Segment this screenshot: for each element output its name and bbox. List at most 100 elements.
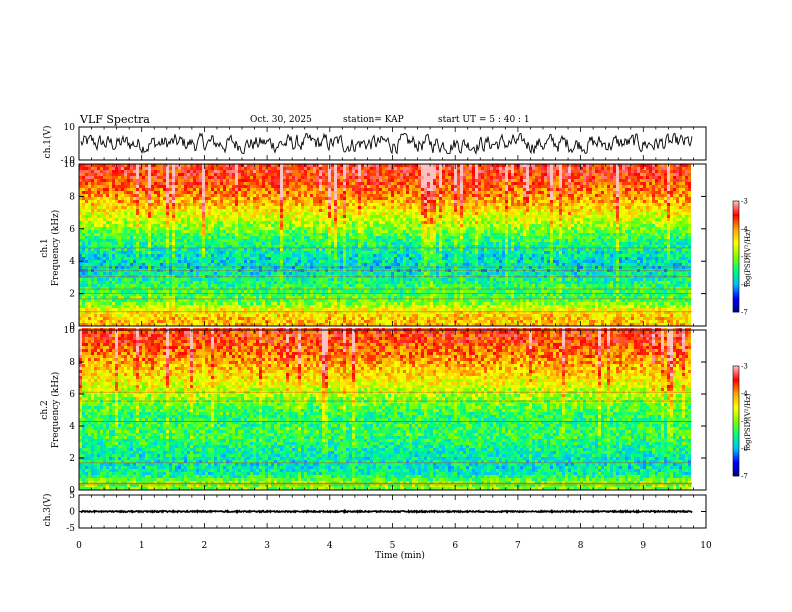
spectrogram-cell [328,281,331,284]
spectrogram-cell [253,287,256,290]
spectrogram-cell [490,299,493,302]
spectrogram-cell [547,305,550,308]
spectrogram-cell [277,254,280,257]
spectrogram-cell [172,284,175,287]
spectrogram-cell [235,305,238,308]
spectrogram-cell [319,323,322,326]
spectrogram-cell [565,293,568,296]
spectrogram-cell [304,317,307,320]
spectrogram-cell [334,281,337,284]
spectrogram-cell [100,293,103,296]
spectrogram-cell [439,299,442,302]
spectrogram-cell [391,257,394,260]
spectrogram-cell [640,272,643,275]
spectrogram-cell [211,290,214,293]
spectrogram-cell [340,293,343,296]
spectrogram-cell [616,293,619,296]
spectrogram-cell [148,290,151,293]
spectrogram-cell [523,293,526,296]
spectrogram-cell [163,290,166,293]
spectrogram-cell [262,317,265,320]
spectrogram-cell [499,323,502,326]
spectrogram-cell [289,275,292,278]
spectrogram-cell [376,266,379,269]
spectrogram-cell [490,260,493,263]
spectrogram-cell [274,290,277,293]
spectrogram-cell [103,257,106,260]
spectrogram-cell [328,314,331,317]
spectrogram-cell [511,275,514,278]
spectrogram-cell [376,287,379,290]
spectrogram-cell [181,275,184,278]
spectrogram-cell [169,287,172,290]
spectrogram-cell [517,314,520,317]
spectrogram-cell [586,299,589,302]
spectrogram-cell [127,275,130,278]
spectrogram-cell [268,293,271,296]
spectrogram-cell [274,263,277,266]
spectrogram-cell [97,257,100,260]
spectrogram-cell [406,284,409,287]
spectrogram-cell [595,263,598,266]
spectrogram-cell [508,284,511,287]
spectrogram-cell [517,290,520,293]
spectrogram-cell [508,293,511,296]
spectrogram-cell [214,305,217,308]
spectrogram-cell [586,305,589,308]
spectrogram-cell [172,281,175,284]
spectrogram-cell [607,314,610,317]
spectrogram-cell [142,260,145,263]
spectrogram-cell [247,260,250,263]
spectrogram-cell [436,278,439,281]
spectrogram-cell [481,260,484,263]
spectrogram-cell [625,290,628,293]
spectrogram-cell [550,278,553,281]
spectrogram-cell [385,314,388,317]
spectrogram-cell [277,272,280,275]
spectrogram-cell [223,272,226,275]
spectrogram-cell [88,320,91,323]
spectrogram-cell [301,284,304,287]
spectrogram-cell [238,275,241,278]
spectrogram-cell [343,266,346,269]
spectrogram-cell [568,281,571,284]
spectrogram-cell [613,314,616,317]
spectrogram-cell [337,287,340,290]
spectrogram-cell [88,260,91,263]
spectrogram-cell [436,296,439,299]
spectrogram-cell [220,320,223,323]
spectrogram-cell [343,257,346,260]
spectrogram-cell [175,305,178,308]
spectrogram-cell [628,320,631,323]
spectrogram-cell [550,254,553,257]
spectrogram-cell [400,272,403,275]
spectrogram-cell [304,266,307,269]
spectrogram-cell [616,275,619,278]
spectrogram-cell [256,323,259,326]
spectrogram-cell [649,290,652,293]
spectrogram-cell [598,287,601,290]
spectrogram-cell [484,275,487,278]
spectrogram-cell [526,275,529,278]
spectrogram-cell [436,293,439,296]
spectrogram-cell [472,314,475,317]
figure-title: VLF Spectra [79,113,150,126]
spectrogram-cell [145,299,148,302]
spectrogram-cell [514,311,517,314]
spectrogram-cell [610,293,613,296]
spectrogram-cell [106,296,109,299]
spectrogram-cell [130,317,133,320]
spectrogram-cell [370,311,373,314]
spectrogram-cell [445,305,448,308]
spectrogram-cell [664,305,667,308]
spectrogram-cell [562,293,565,296]
spectrogram-cell [307,302,310,305]
spectrogram-cell [88,278,91,281]
spectrogram-cell [373,260,376,263]
spectrogram-cell [178,305,181,308]
spectrogram-cell [370,275,373,278]
spectrogram-cell [523,296,526,299]
spectrogram-cell [190,296,193,299]
spectrogram-cell [538,296,541,299]
spectrogram-cell [82,302,85,305]
